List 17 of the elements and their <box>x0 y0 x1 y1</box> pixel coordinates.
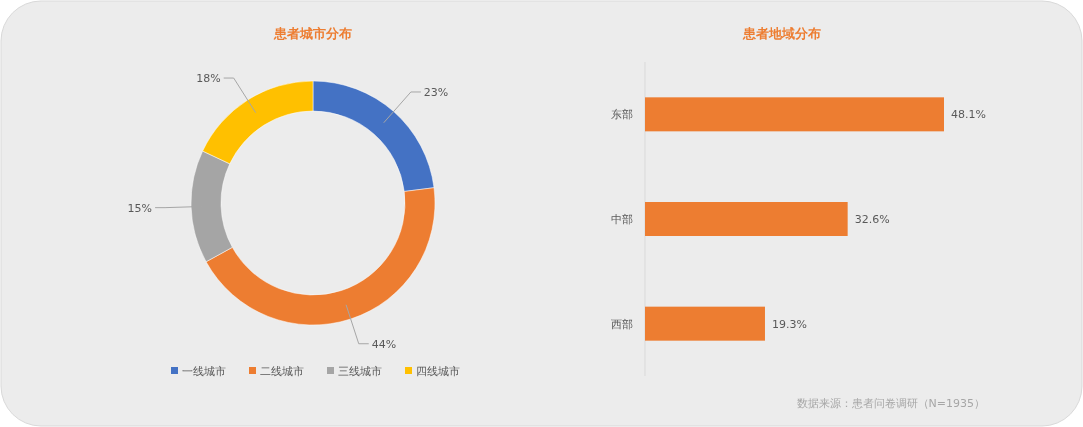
legend-label: 三线城市 <box>338 365 382 378</box>
y-tick-label: 东部 <box>611 108 633 122</box>
data-label: 23% <box>423 85 449 99</box>
y-tick-label: 中部 <box>611 213 633 226</box>
data-label: 15% <box>127 201 153 215</box>
data-label: 19.3% <box>771 317 807 331</box>
legend-label: 二线城市 <box>260 365 304 378</box>
chart-title: 患者城市分布 <box>273 26 352 41</box>
legend-label: 四线城市 <box>416 365 460 378</box>
data-label: 44% <box>371 337 397 351</box>
legend-label: 一线城市 <box>182 365 226 378</box>
chart-title: 患者地域分布 <box>742 26 821 41</box>
data-label: 18% <box>196 72 221 86</box>
data-label: 32.6% <box>854 213 890 226</box>
source-note: 数据来源：患者问卷调研（N=1935） <box>796 397 985 410</box>
y-tick-label: 西部 <box>611 317 633 331</box>
data-label: 48.1% <box>951 108 986 122</box>
